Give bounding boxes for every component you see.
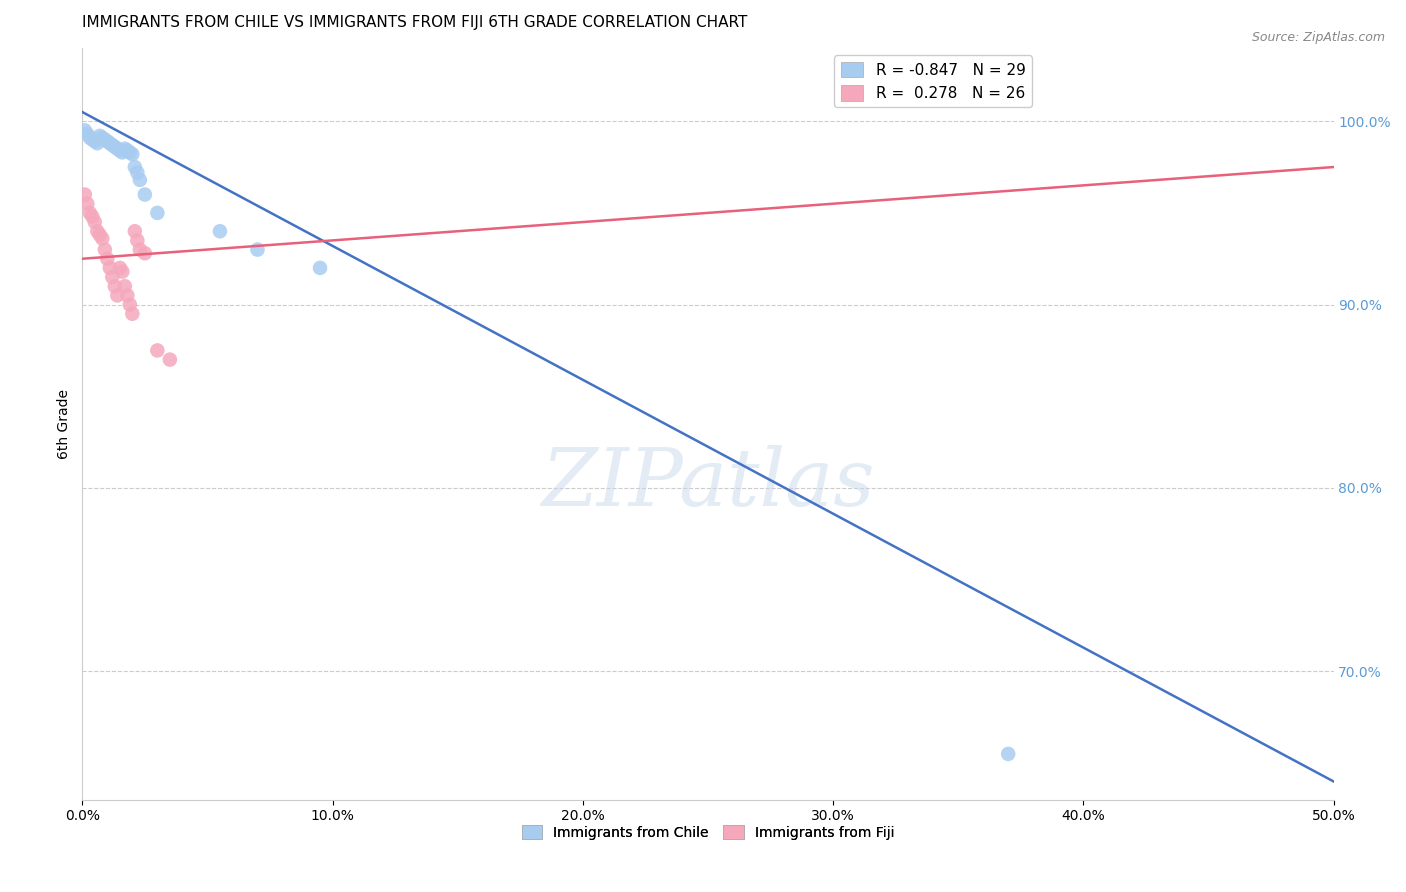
Point xyxy=(117,144,139,158)
Point xyxy=(105,142,128,156)
Point xyxy=(76,196,98,211)
Point xyxy=(127,165,149,179)
Point xyxy=(246,243,269,257)
Point xyxy=(89,227,111,242)
Point xyxy=(128,243,150,257)
Point xyxy=(997,747,1019,761)
Point xyxy=(108,260,131,275)
Point xyxy=(121,147,143,161)
Point xyxy=(86,224,108,238)
Point xyxy=(94,243,117,257)
Point xyxy=(98,260,121,275)
Point xyxy=(104,140,127,154)
Point xyxy=(83,134,105,148)
Point xyxy=(124,224,146,238)
Point xyxy=(101,270,124,285)
Point xyxy=(134,246,156,260)
Point xyxy=(208,224,231,238)
Point xyxy=(134,187,156,202)
Point xyxy=(114,142,136,156)
Text: ZIPatlas: ZIPatlas xyxy=(541,445,875,523)
Text: Source: ZipAtlas.com: Source: ZipAtlas.com xyxy=(1251,31,1385,45)
Point xyxy=(111,264,134,278)
Point xyxy=(89,128,111,143)
Point xyxy=(124,160,146,174)
Point xyxy=(114,279,136,293)
Point xyxy=(91,231,114,245)
Point xyxy=(83,215,105,229)
Point xyxy=(105,288,128,302)
Point xyxy=(159,352,181,367)
Point xyxy=(82,132,104,146)
Point xyxy=(309,260,332,275)
Point xyxy=(118,297,141,311)
Point xyxy=(79,130,101,145)
Point xyxy=(73,187,96,202)
Point xyxy=(128,173,150,187)
Point xyxy=(94,132,117,146)
Point xyxy=(101,138,124,153)
Point xyxy=(73,123,96,137)
Point xyxy=(117,288,139,302)
Point xyxy=(108,144,131,158)
Point xyxy=(111,145,134,160)
Point xyxy=(146,206,169,220)
Point xyxy=(96,134,118,148)
Point xyxy=(104,279,127,293)
Point xyxy=(91,130,114,145)
Point xyxy=(127,234,149,248)
Point xyxy=(76,127,98,141)
Y-axis label: 6th Grade: 6th Grade xyxy=(58,389,72,458)
Point xyxy=(86,136,108,151)
Point xyxy=(96,252,118,266)
Point xyxy=(82,210,104,224)
Point xyxy=(118,145,141,160)
Point xyxy=(79,206,101,220)
Point xyxy=(146,343,169,358)
Legend: Immigrants from Chile, Immigrants from Fiji: Immigrants from Chile, Immigrants from F… xyxy=(516,820,900,846)
Point xyxy=(98,136,121,151)
Text: IMMIGRANTS FROM CHILE VS IMMIGRANTS FROM FIJI 6TH GRADE CORRELATION CHART: IMMIGRANTS FROM CHILE VS IMMIGRANTS FROM… xyxy=(83,15,748,30)
Point xyxy=(121,307,143,321)
